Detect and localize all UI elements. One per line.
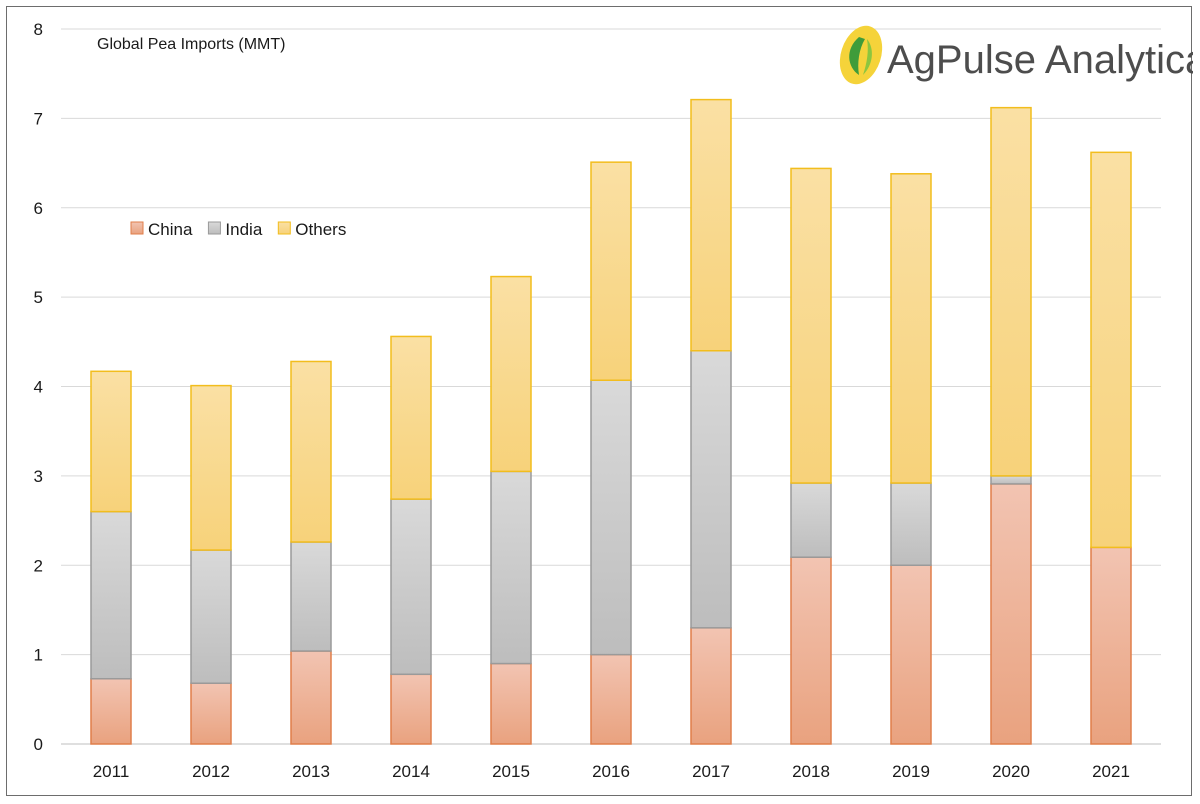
y-tick-label: 8 (34, 20, 43, 39)
legend-label-china: China (148, 220, 193, 239)
bar-india-2011 (90, 510, 132, 680)
y-axis: 0 1 2 3 4 5 6 7 8 (34, 20, 43, 754)
x-tick-label: 2021 (1092, 762, 1130, 781)
bar-india-2013 (290, 541, 332, 652)
legend-label-india: India (225, 220, 262, 239)
y-tick-label: 3 (34, 467, 43, 486)
y-tick-label: 4 (34, 378, 43, 397)
x-tick-label: 2017 (692, 762, 730, 781)
bar-india-2017 (690, 350, 732, 629)
chart-title: Global Pea Imports (MMT) (97, 36, 285, 53)
bar-china-2016 (590, 653, 632, 745)
bar-others-2017 (690, 98, 732, 352)
y-tick-label: 6 (34, 199, 43, 218)
bar-others-2016 (590, 161, 632, 381)
bar-india-2016 (590, 379, 632, 656)
bar-others-2020 (990, 106, 1032, 477)
y-tick-label: 2 (34, 556, 43, 575)
x-tick-label: 2018 (792, 762, 830, 781)
y-tick-label: 0 (34, 735, 43, 754)
x-tick-label: 2015 (492, 762, 530, 781)
bar-china-2021 (1090, 546, 1132, 745)
legend-swatch-india (207, 221, 221, 235)
bar-india-2015 (490, 470, 532, 665)
bar-china-2019 (890, 564, 932, 745)
x-tick-label: 2020 (992, 762, 1030, 781)
bar-others-2011 (90, 370, 132, 513)
chart-frame: 2011 2012 2013 2014 2015 2016 2017 2018 2019 2020… (6, 6, 1193, 796)
x-tick-label: 2019 (892, 762, 930, 781)
bar-china-2012 (190, 682, 232, 745)
bar-india-2019 (890, 482, 932, 566)
bar-china-2013 (290, 650, 332, 745)
bar-china-2011 (90, 678, 132, 745)
bar-others-2013 (290, 360, 332, 543)
y-tick-label: 5 (34, 288, 43, 307)
x-axis: 2011 2012 2013 2014 2015 2016 2017 2018 2019 2020… (93, 762, 1130, 781)
agpulse-logo: AgPulse Analytica (839, 25, 1193, 85)
y-tick-label: 1 (34, 646, 43, 665)
bar-china-2017 (690, 627, 732, 745)
bar-china-2015 (490, 662, 532, 745)
leaf-logo-icon (839, 25, 883, 85)
bar-others-2021 (1090, 151, 1132, 549)
x-tick-label: 2014 (392, 762, 430, 781)
bar-china-2014 (390, 673, 432, 745)
bar-china-2020 (990, 483, 1032, 745)
y-tick-label: 7 (34, 109, 43, 128)
bar-india-2014 (390, 498, 432, 676)
bar-others-2018 (790, 167, 832, 484)
bar-others-2012 (190, 384, 232, 551)
x-tick-label: 2011 (93, 762, 130, 781)
x-tick-label: 2013 (292, 762, 330, 781)
legend-swatch-china (130, 221, 144, 235)
bar-others-2014 (390, 335, 432, 500)
bar-india-2012 (190, 549, 232, 684)
bar-india-2020 (990, 475, 1032, 485)
bars-group (90, 98, 1132, 745)
bar-china-2018 (790, 556, 832, 745)
stacked-bar-chart: 2011 2012 2013 2014 2015 2016 2017 2018 2019 2020… (34, 20, 1193, 781)
x-tick-label: 2012 (192, 762, 230, 781)
bar-others-2019 (890, 173, 932, 484)
logo-text: AgPulse Analytica (887, 38, 1193, 82)
legend: China India Others (130, 220, 346, 239)
legend-label-others: Others (295, 220, 346, 239)
bar-others-2015 (490, 275, 532, 473)
bar-india-2018 (790, 482, 832, 558)
legend-swatch-others (277, 221, 291, 235)
x-tick-label: 2016 (592, 762, 630, 781)
